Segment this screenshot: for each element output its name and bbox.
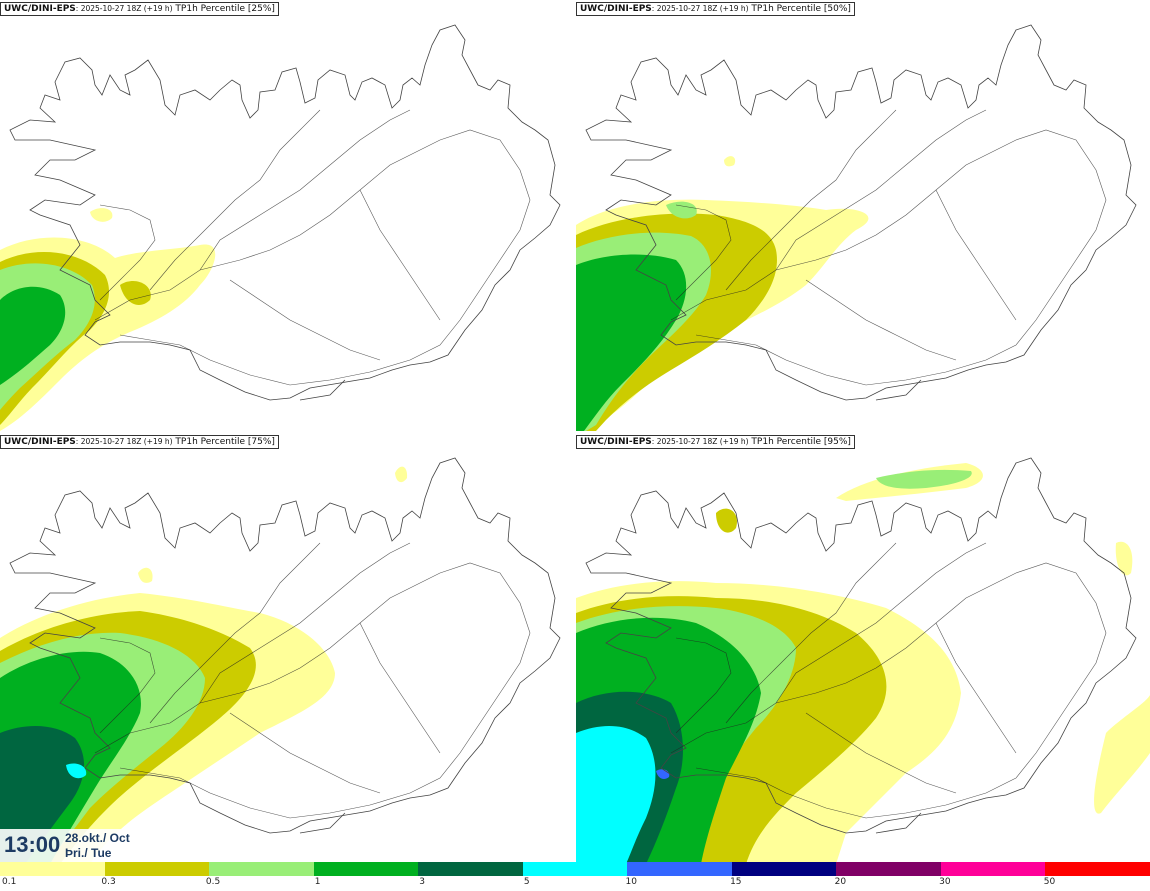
map-panel-p50: UWC/DINI-EPS: 2025-10-27 18Z (+19 h) TP1… — [576, 0, 1150, 431]
colorbar-swatch — [1045, 862, 1150, 876]
run-info: : 2025-10-27 18Z (+19 h) — [651, 437, 749, 446]
precip-area-0.1 — [724, 156, 736, 167]
precipitation-map-p25 — [0, 24, 561, 431]
colorbar-label: 20 — [834, 877, 847, 887]
colorbar-swatches — [0, 862, 1150, 876]
colorbar-swatch — [940, 862, 1046, 876]
run-info: : 2025-10-27 18Z (+19 h) — [75, 437, 173, 446]
precip-area-0.1 — [1094, 695, 1150, 814]
product-name: TP1h Percentile [75%] — [172, 437, 275, 447]
run-info: : 2025-10-27 18Z (+19 h) — [651, 4, 749, 13]
precip-area-0.3 — [716, 508, 737, 533]
colorbar-swatch — [0, 862, 105, 876]
colorbar-swatch — [627, 862, 732, 876]
colorbar-swatch — [104, 862, 210, 876]
colorbar-label: 3 — [419, 877, 426, 887]
colorbar-swatch — [731, 862, 837, 876]
colorbar-swatch — [418, 862, 523, 876]
product-name: TP1h Percentile [25%] — [172, 4, 275, 14]
colorbar-label: 0.1 — [2, 877, 17, 887]
precip-area-0.1 — [138, 567, 153, 583]
valid-date-line1: 28.okt./ Oct — [65, 831, 130, 845]
precip-area-5 — [66, 763, 87, 779]
valid-hour: 13:00 — [4, 832, 61, 857]
map-panel-p75: UWC/DINI-EPS: 2025-10-27 18Z (+19 h) TP1… — [0, 433, 574, 864]
valid-time-box: 13:00 28.okt./ Oct Þri./ Tue — [0, 829, 134, 862]
panel-title-p95: UWC/DINI-EPS: 2025-10-27 18Z (+19 h) TP1… — [576, 435, 855, 449]
colorbar-swatch — [522, 862, 628, 876]
precipitation-map-p50 — [576, 24, 1137, 431]
colorbar-label: 1 — [314, 877, 321, 887]
colorbar-label: 15 — [730, 877, 742, 887]
colorbar-swatch — [209, 862, 314, 876]
colorbar-label: 10 — [625, 877, 637, 887]
model-name: UWC/DINI-EPS — [580, 437, 652, 447]
precip-area-5 — [576, 726, 656, 864]
colorbar-swatch — [313, 862, 419, 876]
colorbar-label: 30 — [939, 877, 951, 887]
run-info: : 2025-10-27 18Z (+19 h) — [75, 4, 173, 13]
map-panel-p25: UWC/DINI-EPS: 2025-10-27 18Z (+19 h) TP1… — [0, 0, 574, 431]
product-name: TP1h Percentile [95%] — [748, 437, 851, 447]
precip-colorbar: 0.1 0.3 0.5 1 3 5 10 15 20 30 50 — [0, 862, 1150, 891]
precip-area-0.1 — [395, 466, 408, 483]
colorbar-label: 0.3 — [101, 877, 116, 887]
precip-area-0.5 — [876, 469, 972, 489]
map-panel-p95: UWC/DINI-EPS: 2025-10-27 18Z (+19 h) TP1… — [576, 433, 1150, 864]
model-name: UWC/DINI-EPS — [4, 4, 76, 14]
precip-area-0.1 — [90, 208, 113, 222]
model-name: UWC/DINI-EPS — [4, 437, 76, 447]
panel-title-p75: UWC/DINI-EPS: 2025-10-27 18Z (+19 h) TP1… — [0, 435, 279, 449]
precipitation-map-p75 — [0, 457, 561, 864]
precip-area-0.1 — [1115, 541, 1133, 576]
model-name: UWC/DINI-EPS — [580, 4, 652, 14]
colorbar-swatch — [836, 862, 941, 876]
panel-title-p50: UWC/DINI-EPS: 2025-10-27 18Z (+19 h) TP1… — [576, 2, 855, 16]
panel-title-p25: UWC/DINI-EPS: 2025-10-27 18Z (+19 h) TP1… — [0, 2, 279, 16]
product-name: TP1h Percentile [50%] — [748, 4, 851, 14]
colorbar-label: 5 — [523, 877, 530, 887]
precip-area-0.3 — [120, 280, 151, 305]
colorbar-label: 50 — [1043, 877, 1056, 887]
precip-area-1 — [576, 254, 687, 431]
precip-area-0.5 — [666, 201, 697, 219]
colorbar-label: 0.5 — [205, 877, 221, 887]
valid-date-line2: Þri./ Tue — [65, 846, 112, 860]
precip-area-1 — [0, 286, 66, 385]
precipitation-map-p95 — [576, 457, 1150, 864]
